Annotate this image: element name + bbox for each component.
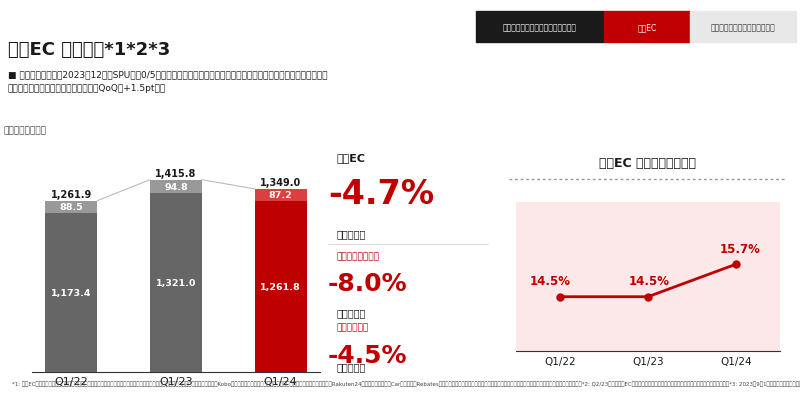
Bar [45, 213, 98, 372]
Text: 1,173.4: 1,173.4 [51, 288, 91, 297]
Text: 国内EC: 国内EC [336, 153, 366, 163]
Text: 1,321.0: 1,321.0 [156, 278, 196, 287]
Text: 前年同期比: 前年同期比 [336, 229, 366, 239]
Bar [45, 201, 98, 213]
Text: 国内EC テークレート推移: 国内EC テークレート推移 [598, 157, 696, 169]
Text: 1,415.8: 1,415.8 [155, 169, 197, 178]
Text: 国内EC: 国内EC [638, 24, 657, 32]
Text: 1,261.9: 1,261.9 [50, 189, 92, 199]
Text: 14.5%: 14.5% [530, 275, 570, 287]
Text: 14.5%: 14.5% [629, 275, 670, 287]
Text: 1,349.0: 1,349.0 [260, 177, 302, 188]
Text: 前年同期比: 前年同期比 [336, 362, 366, 372]
Text: 94.8: 94.8 [164, 182, 188, 191]
Text: ■ 楽天市場における2023年12月のSPU及び0/5ルール改定や楽天トラベルにおける全国旅行支援効果の前年ハードルが
　あったものの、流通総額の成長率はQoQ: ■ 楽天市場における2023年12月のSPU及び0/5ルール改定や楽天トラベルに… [8, 70, 327, 93]
Bar [476, 12, 604, 43]
Bar [690, 12, 796, 43]
Text: 前年同期比: 前年同期比 [336, 307, 366, 317]
Text: 15.7%: 15.7% [720, 242, 761, 255]
Text: -8.0%: -8.0% [328, 271, 408, 295]
Text: -4.7%: -4.7% [328, 178, 434, 211]
Text: コアビジネス: コアビジネス [336, 323, 369, 332]
Bar [150, 180, 202, 193]
Text: 国内EC 流通総額*1*2*3: 国内EC 流通総額*1*2*3 [8, 40, 170, 59]
Text: 1,261.8: 1,261.8 [260, 282, 301, 291]
Bar [604, 12, 690, 43]
Text: 87.2: 87.2 [269, 191, 293, 200]
Bar [254, 201, 307, 372]
Text: *1: 国内EC流通総額（一部の非課税ビジネスを除き、消費税込み）＝市場、トラベル（宿泊流通）、ブックス、ブックスネットワーク、Kobo（国内）、ゴルフ、ファッ: *1: 国内EC流通総額（一部の非課税ビジネスを除き、消費税込み）＝市場、トラベ… [12, 381, 800, 386]
Text: （単位：十億円）: （単位：十億円） [3, 126, 46, 135]
Text: インターネットサービスセグメント: インターネットサービスセグメント [503, 24, 577, 32]
Bar [254, 190, 307, 201]
Text: 成長投資ビジネス: 成長投資ビジネス [336, 251, 379, 260]
Text: -4.5%: -4.5% [328, 343, 407, 367]
Text: その他インターネットサービス: その他インターネットサービス [711, 24, 775, 32]
Bar [150, 193, 202, 372]
Text: 88.5: 88.5 [59, 203, 83, 211]
